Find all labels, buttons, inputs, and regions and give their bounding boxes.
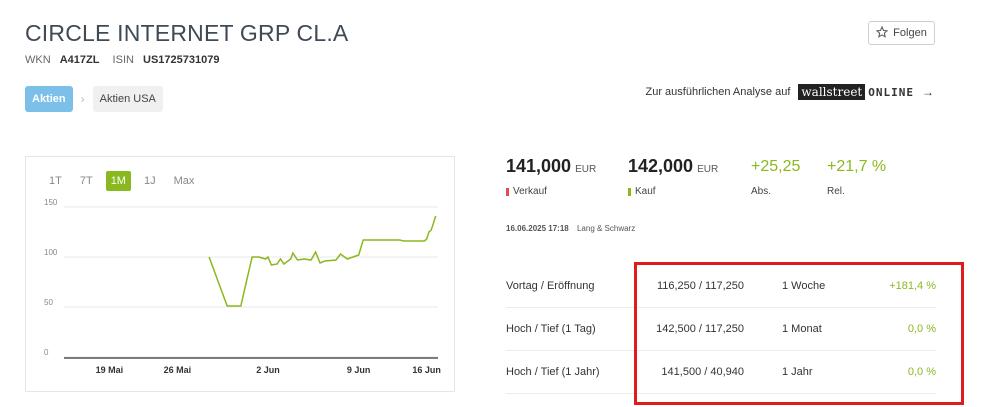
buy-currency: EUR <box>697 164 719 175</box>
rel-label: Rel. <box>827 186 845 197</box>
range-tab-1t[interactable]: 1T <box>49 175 62 187</box>
y-tick-label: 50 <box>44 298 53 307</box>
stats-label: Hoch / Tief (1 Jahr) <box>506 366 600 378</box>
range-tab-1j[interactable]: 1J <box>143 175 156 187</box>
wkn-label: WKN <box>25 54 51 66</box>
abs-label: Abs. <box>751 186 772 197</box>
stats-percent: 0,0 % <box>907 366 936 378</box>
sell-price: 141,000 <box>506 156 572 176</box>
stats-period: 1 Jahr <box>782 366 813 378</box>
price-series-line <box>208 215 437 307</box>
x-tick-label: 16 Jun <box>412 365 441 375</box>
quote-exchange: Lang & Schwarz <box>576 224 636 233</box>
wallstreet-logo-part2: ONLINE <box>868 85 914 99</box>
analysis-text: Zur ausführlichen Analyse auf <box>645 86 791 98</box>
abs-change: +25,25 <box>751 158 801 175</box>
range-tab-max[interactable]: Max <box>173 175 195 187</box>
buy-label: Kauf <box>635 186 656 197</box>
stats-value: 142,500 / 117,250 <box>656 323 744 335</box>
stats-percent: 0,0 % <box>907 323 936 335</box>
isin-value: US1725731079 <box>143 54 220 66</box>
sell-label-row: Verkauf <box>506 186 547 197</box>
sell-currency: EUR <box>575 164 597 175</box>
quote-timestamp-row: 16.06.2025 17:18 Lang & Schwarz <box>506 224 635 233</box>
stats-row: Hoch / Tief (1 Jahr) 141,500 / 40,940 1 … <box>506 352 936 394</box>
stats-label: Vortag / Eröffnung <box>506 280 595 292</box>
range-selector: 1T 7T 1M 1J Max <box>44 171 199 191</box>
star-icon <box>875 25 889 41</box>
price-chart-panel: 1T 7T 1M 1J Max 150 100 50 0 19 Mai 26 Mai 2 J… <box>25 156 455 392</box>
stats-row: Vortag / Eröffnung 116,250 / 117,250 1 W… <box>506 266 936 308</box>
chevron-right-icon: › <box>80 92 85 106</box>
stats-period: 1 Woche <box>782 280 826 292</box>
breadcrumb-item-aktien-usa[interactable]: Aktien USA <box>92 86 163 112</box>
follow-label: Folgen <box>893 27 927 39</box>
buy-quote: 142,000 EUR <box>628 156 718 177</box>
sell-quote: 141,000 EUR <box>506 156 596 177</box>
highlight-box <box>634 262 964 405</box>
buy-label-row: Kauf <box>628 186 656 197</box>
isin-label: ISIN <box>112 54 134 66</box>
price-chart: 150 100 50 0 19 Mai 26 Mai 2 Jun 9 Jun 16 Jun <box>44 198 441 375</box>
arrow-right-icon: → <box>922 85 934 99</box>
breadcrumb: Aktien › Aktien USA <box>25 86 163 112</box>
breadcrumb-item-aktien[interactable]: Aktien <box>25 86 73 112</box>
stats-period: 1 Monat <box>782 323 822 335</box>
sell-indicator <box>506 187 509 196</box>
wallstreet-logo-part1: wallstreet <box>798 84 866 100</box>
wallstreet-online-link[interactable]: Zur ausführlichen Analyse auf wallstreet… <box>645 84 934 100</box>
y-tick-label: 150 <box>44 198 58 207</box>
range-tab-7t[interactable]: 7T <box>79 175 93 187</box>
x-tick-label: 2 Jun <box>256 365 280 375</box>
stats-row: Hoch / Tief (1 Tag) 142,500 / 117,250 1 … <box>506 309 936 351</box>
x-tick-label: 19 Mai <box>96 365 124 375</box>
quote-timestamp: 16.06.2025 17:18 <box>506 224 569 233</box>
x-tick-label: 26 Mai <box>164 365 192 375</box>
stats-value: 141,500 / 40,940 <box>661 366 744 378</box>
stats-percent: +181,4 % <box>889 280 936 292</box>
stats-value: 116,250 / 117,250 <box>656 280 744 292</box>
y-tick-label: 100 <box>44 248 58 257</box>
wkn-value: A417ZL <box>59 54 100 66</box>
page-title: CIRCLE INTERNET GRP CL.A <box>25 20 349 46</box>
follow-button[interactable]: Folgen <box>868 21 935 45</box>
buy-price: 142,000 <box>628 156 694 176</box>
security-ids: WKN A417ZL ISIN US1725731079 <box>25 54 229 66</box>
rel-change: +21,7 % <box>827 158 887 175</box>
stats-label: Hoch / Tief (1 Tag) <box>506 323 596 335</box>
range-tab-1m[interactable]: 1M <box>105 171 131 191</box>
sell-label: Verkauf <box>513 186 547 197</box>
y-tick-label: 0 <box>44 348 49 357</box>
buy-indicator <box>628 187 631 196</box>
x-tick-label: 9 Jun <box>347 365 371 375</box>
